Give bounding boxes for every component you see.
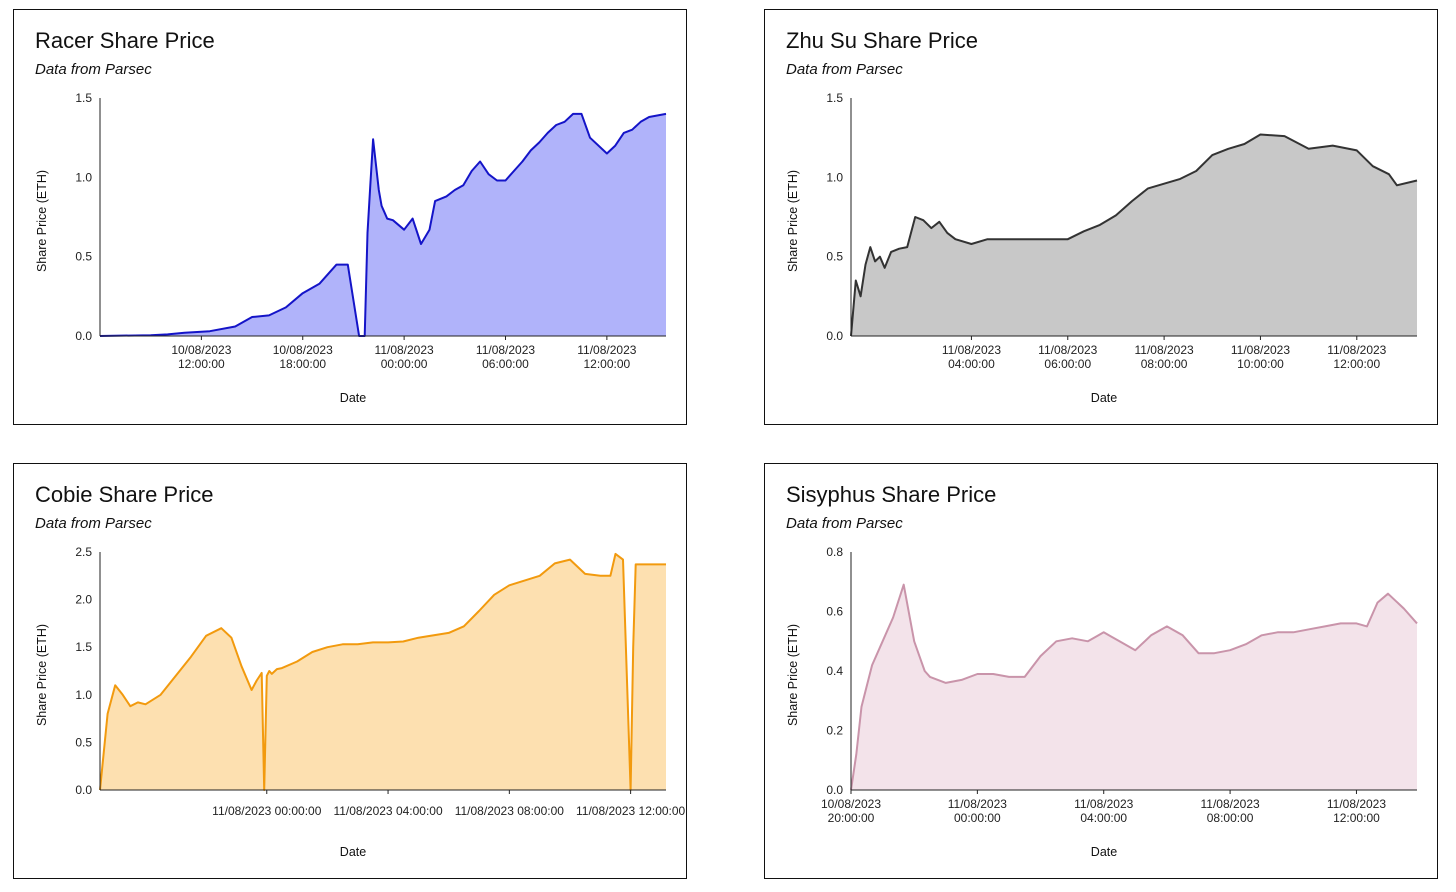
y-tick-label: 1.0 — [75, 170, 92, 184]
x-tick-label-date: 11/08/2023 — [1135, 343, 1194, 357]
x-tick-label-time: 06:00:00 — [1044, 357, 1091, 371]
series-area — [100, 113, 666, 337]
x-axis-label: Date — [1091, 391, 1117, 405]
x-tick-label-date: 11/08/2023 — [1231, 343, 1290, 357]
x-axis-label: Date — [1091, 845, 1117, 859]
x-tick-label-time: 12:00:00 — [1333, 811, 1380, 825]
chart-panel-zhu-su: Zhu Su Share Price Data from Parsec 0.0 0… — [764, 9, 1438, 425]
y-tick-label: 2.0 — [75, 593, 92, 607]
y-tick-label: 1.0 — [826, 170, 843, 184]
y-tick-label: 0.5 — [75, 735, 92, 749]
x-tick-label-time: 00:00:00 — [954, 811, 1001, 825]
y-axis-label: Share Price (ETH) — [786, 170, 800, 272]
chart-plot-zhu-su: 0.00.51.01.511/08/202304:00:0011/08/2023… — [786, 91, 1418, 405]
x-tick-label-time: 18:00:00 — [279, 357, 326, 371]
x-tick-label: 11/08/2023 08:00:00 — [455, 804, 565, 818]
x-tick-label-date: 10/08/2023 — [273, 343, 333, 357]
series-line — [850, 133, 1418, 337]
x-tick-label-time: 10:00:00 — [1237, 357, 1284, 371]
x-tick-label-date: 11/08/2023 — [577, 343, 636, 357]
y-tick-label: 1.5 — [826, 91, 843, 105]
x-tick-label-date: 11/08/2023 — [1201, 797, 1260, 811]
x-axis-label: Date — [340, 391, 366, 405]
y-tick-label: 0.5 — [826, 250, 843, 264]
y-tick-label: 0.8 — [826, 545, 843, 559]
series-line — [850, 583, 1418, 791]
x-tick-label-time: 12:00:00 — [1333, 357, 1380, 371]
chart-subtitle: Data from Parsec — [786, 515, 903, 532]
x-tick-label-date: 10/08/2023 — [171, 343, 231, 357]
x-tick-label-time: 06:00:00 — [482, 357, 529, 371]
y-tick-label: 0.0 — [826, 329, 843, 343]
y-tick-label: 0.4 — [826, 664, 843, 678]
chart-title: Zhu Su Share Price — [786, 28, 978, 53]
x-tick-label-date: 11/08/2023 — [1038, 343, 1097, 357]
x-tick-label-date: 11/08/2023 — [942, 343, 1001, 357]
x-tick-label-time: 00:00:00 — [381, 357, 428, 371]
x-tick-label: 11/08/2023 04:00:00 — [333, 804, 443, 818]
x-tick-label: 11/08/2023 12:00:00 — [576, 804, 686, 818]
x-tick-label-time: 04:00:00 — [948, 357, 995, 371]
y-axis-label: Share Price (ETH) — [786, 624, 800, 726]
series-line — [99, 112, 667, 337]
series-area — [851, 134, 1417, 336]
y-tick-label: 0.5 — [75, 250, 92, 264]
y-axis-label: Share Price (ETH) — [35, 170, 49, 272]
y-tick-label: 2.5 — [75, 545, 92, 559]
y-axis-label: Share Price (ETH) — [35, 624, 49, 726]
x-tick-label-time: 12:00:00 — [178, 357, 225, 371]
x-tick-label-date: 11/08/2023 — [948, 797, 1007, 811]
x-tick-label-time: 12:00:00 — [584, 357, 631, 371]
x-tick-label-time: 08:00:00 — [1207, 811, 1254, 825]
y-tick-label: 0.0 — [75, 329, 92, 343]
x-tick-label-date: 11/08/2023 — [476, 343, 535, 357]
x-tick-label-time: 20:00:00 — [828, 811, 875, 825]
y-tick-label: 0.0 — [826, 783, 843, 797]
x-tick-label-date: 11/08/2023 — [1327, 343, 1386, 357]
series-line — [99, 552, 666, 791]
y-tick-label: 1.0 — [75, 688, 92, 702]
x-tick-label-date: 11/08/2023 — [1074, 797, 1133, 811]
chart-title: Sisyphus Share Price — [786, 482, 997, 507]
chart-title: Cobie Share Price — [35, 482, 214, 507]
y-tick-label: 0.2 — [826, 724, 843, 738]
chart-panel-racer: Racer Share Price Data from Parsec 0.0 0.… — [13, 9, 687, 425]
x-tick-label-date: 11/08/2023 — [1327, 797, 1386, 811]
chart-panel-sisyphus: Sisyphus Share Price Data from Parsec 0.… — [764, 463, 1438, 879]
chart-subtitle: Data from Parsec — [786, 61, 903, 78]
x-tick-label: 11/08/2023 00:00:00 — [212, 804, 322, 818]
chart-subtitle: Data from Parsec — [35, 61, 152, 78]
chart-plot-cobie: 0.0 0.5 1.0 1.5 2.0 2.5 11/08/2023 00:00:00 11/… — [35, 545, 686, 859]
y-tick-label: 1.5 — [75, 640, 92, 654]
x-tick-label-date: 11/08/2023 — [375, 343, 434, 357]
x-tick-label-time: 04:00:00 — [1080, 811, 1127, 825]
x-tick-label-time: 08:00:00 — [1141, 357, 1188, 371]
y-tick-label: 0.0 — [75, 783, 92, 797]
x-axis-label: Date — [340, 845, 366, 859]
chart-panel-cobie: Cobie Share Price Data from Parsec 0.0 0.… — [13, 463, 687, 879]
series-area — [100, 553, 666, 790]
x-tick-label-date: 10/08/2023 — [821, 797, 881, 811]
y-tick-label: 0.6 — [826, 605, 843, 619]
chart-plot-racer: 0.00.51.01.510/08/202312:00:0010/08/2023… — [35, 91, 667, 405]
chart-subtitle: Data from Parsec — [35, 515, 152, 532]
series-area — [851, 584, 1417, 790]
y-tick-label: 1.5 — [75, 91, 92, 105]
chart-title: Racer Share Price — [35, 28, 215, 53]
